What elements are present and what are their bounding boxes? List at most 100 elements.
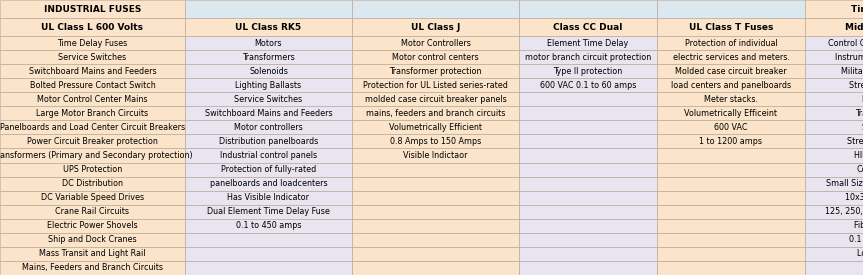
- Bar: [805, 247, 863, 261]
- Text: 0.1 to 450 amps: 0.1 to 450 amps: [236, 221, 301, 230]
- Text: Mass Transit and Light Rail: Mass Transit and Light Rail: [39, 249, 146, 258]
- Bar: [805, 92, 863, 106]
- Text: Distribution panelboards: Distribution panelboards: [219, 137, 318, 146]
- Text: 125, 250, 500, 600 n  Volts: 125, 250, 500, 600 n Volts: [825, 207, 863, 216]
- Bar: [519, 205, 657, 219]
- Text: Transformer protection: Transformer protection: [389, 67, 482, 76]
- Bar: [657, 163, 805, 177]
- Bar: [185, 261, 352, 275]
- Text: Instrument Protection: Instrument Protection: [835, 53, 863, 62]
- Text: Element Time Delay: Element Time Delay: [547, 39, 628, 48]
- Bar: [657, 219, 805, 233]
- Bar: [352, 205, 519, 219]
- Text: Solenoids: Solenoids: [249, 67, 288, 76]
- Bar: [0, 120, 185, 134]
- Bar: [805, 36, 863, 50]
- Bar: [805, 120, 863, 134]
- Text: Low Priced: Low Priced: [858, 249, 863, 258]
- Text: DC Variable Speed Drives: DC Variable Speed Drives: [41, 193, 144, 202]
- Bar: [185, 247, 352, 261]
- Text: Protection of individual: Protection of individual: [684, 39, 778, 48]
- Bar: [185, 106, 352, 120]
- Text: Midget Fuses: Midget Fuses: [845, 23, 863, 32]
- Bar: [805, 64, 863, 78]
- Bar: [657, 18, 805, 36]
- Bar: [519, 177, 657, 191]
- Bar: [805, 50, 863, 64]
- Bar: [519, 18, 657, 36]
- Bar: [185, 0, 352, 18]
- Bar: [519, 64, 657, 78]
- Text: Power Circuit Breaker protection: Power Circuit Breaker protection: [27, 137, 158, 146]
- Text: Transformers: Transformers: [243, 53, 295, 62]
- Bar: [0, 205, 185, 219]
- Bar: [657, 106, 805, 120]
- Text: Bolted Pressure Contact Switch: Bolted Pressure Contact Switch: [29, 81, 155, 90]
- Bar: [352, 106, 519, 120]
- Bar: [657, 261, 805, 275]
- Text: Motor controllers: Motor controllers: [234, 123, 303, 132]
- Bar: [185, 92, 352, 106]
- Bar: [519, 36, 657, 50]
- Text: Class CC Dual: Class CC Dual: [553, 23, 623, 32]
- Bar: [805, 163, 863, 177]
- Text: electric services and meters.: electric services and meters.: [672, 53, 790, 62]
- Bar: [519, 247, 657, 261]
- Text: molded case circuit breaker panels: molded case circuit breaker panels: [365, 95, 507, 104]
- Bar: [657, 177, 805, 191]
- Text: load centers and panelboards: load centers and panelboards: [671, 81, 791, 90]
- Text: Transformers (Primary and Secondary protection): Transformers (Primary and Secondary prot…: [0, 151, 192, 160]
- Bar: [185, 64, 352, 78]
- Bar: [0, 106, 185, 120]
- Bar: [657, 64, 805, 78]
- Bar: [519, 191, 657, 205]
- Bar: [185, 78, 352, 92]
- Bar: [519, 78, 657, 92]
- Bar: [352, 120, 519, 134]
- Text: Motor control centers: Motor control centers: [392, 53, 479, 62]
- Bar: [805, 261, 863, 275]
- Text: Protection of fully-rated: Protection of fully-rated: [221, 165, 316, 174]
- Text: 0.8 Amps to 150 Amps: 0.8 Amps to 150 Amps: [390, 137, 482, 146]
- Bar: [519, 219, 657, 233]
- Bar: [352, 233, 519, 247]
- Text: HID Lighting: HID Lighting: [854, 151, 863, 160]
- Bar: [352, 134, 519, 148]
- Bar: [519, 92, 657, 106]
- Text: motor branch circuit protection: motor branch circuit protection: [525, 53, 651, 62]
- Bar: [352, 78, 519, 92]
- Text: Service Switches: Service Switches: [59, 53, 127, 62]
- Bar: [185, 36, 352, 50]
- Bar: [352, 177, 519, 191]
- Bar: [657, 0, 805, 18]
- Bar: [185, 120, 352, 134]
- Text: Metering: Metering: [861, 95, 863, 104]
- Bar: [0, 64, 185, 78]
- Bar: [0, 261, 185, 275]
- Text: UL Class J: UL Class J: [411, 23, 460, 32]
- Text: Fiber Bodies: Fiber Bodies: [854, 221, 863, 230]
- Bar: [805, 233, 863, 247]
- Bar: [0, 163, 185, 177]
- Text: Switchboard Mains and Feeders: Switchboard Mains and Feeders: [205, 109, 332, 118]
- Bar: [352, 36, 519, 50]
- Bar: [657, 205, 805, 219]
- Bar: [185, 219, 352, 233]
- Text: Meter stacks.: Meter stacks.: [704, 95, 758, 104]
- Text: Industrial control panels: Industrial control panels: [220, 151, 317, 160]
- Bar: [185, 177, 352, 191]
- Text: UL Class RK5: UL Class RK5: [236, 23, 301, 32]
- Bar: [657, 50, 805, 64]
- Bar: [657, 36, 805, 50]
- Bar: [519, 163, 657, 177]
- Bar: [0, 233, 185, 247]
- Bar: [352, 148, 519, 163]
- Bar: [805, 106, 863, 120]
- Text: Volumetrically Efficeint: Volumetrically Efficeint: [684, 109, 778, 118]
- Text: panelboards and loadcenters: panelboards and loadcenters: [210, 179, 327, 188]
- Bar: [657, 233, 805, 247]
- Text: Visible Indictaor: Visible Indictaor: [403, 151, 468, 160]
- Bar: [657, 148, 805, 163]
- Bar: [185, 163, 352, 177]
- Text: Has Visible Indicator: Has Visible Indicator: [228, 193, 310, 202]
